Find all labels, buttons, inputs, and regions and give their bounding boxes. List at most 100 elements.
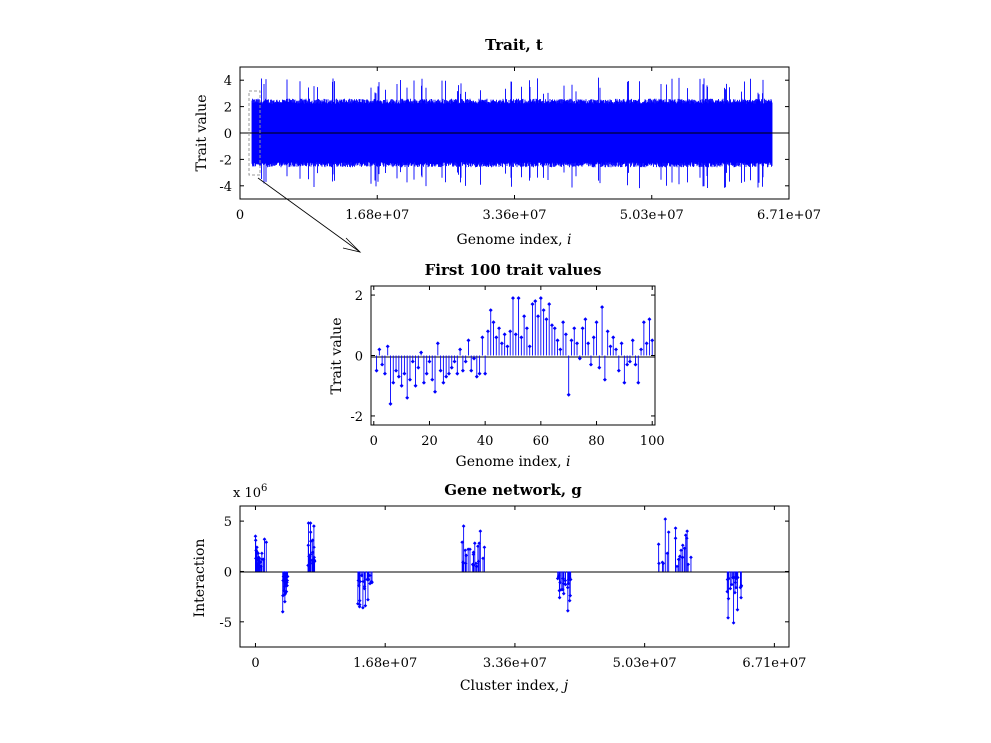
stem-marker [616, 368, 621, 373]
stem-marker [461, 524, 466, 528]
stem-marker [566, 608, 570, 613]
y-tick-label: -4 [219, 180, 232, 195]
stem-marker [264, 540, 269, 545]
stem-marker [566, 581, 571, 586]
stem-marker [583, 317, 588, 322]
stem-marker [308, 521, 313, 525]
stem-marker [572, 326, 577, 331]
stem-marker [557, 573, 561, 578]
stem-marker [661, 561, 666, 566]
first100-chart-xlabel-var: i [566, 454, 570, 470]
stem-marker [566, 392, 571, 397]
stem-marker [550, 323, 554, 328]
gene-network-exponent: x 106 [233, 483, 267, 501]
x-tick-label: 3.36e+07 [483, 656, 547, 671]
stem-marker [641, 320, 646, 325]
trait-chart-xlabel: Genome index, i [457, 232, 572, 248]
stem-marker [565, 585, 570, 590]
stem-marker [438, 368, 443, 373]
stem-marker [608, 344, 613, 349]
y-tick-label: 0 [355, 350, 363, 365]
stem-marker [280, 609, 285, 614]
stem-marker [541, 308, 546, 313]
stem-marker [536, 314, 541, 319]
stem-marker [408, 377, 412, 382]
stem-marker [726, 596, 731, 601]
stem-marker [586, 341, 591, 346]
y-tick-label: 4 [224, 74, 232, 89]
stem-marker [561, 320, 566, 325]
stem-marker [686, 562, 691, 567]
stem-marker [374, 368, 379, 373]
first100-chart-ylabel: Trait value [329, 318, 345, 395]
stem-marker [568, 593, 573, 598]
gene-network-chart-frame [239, 505, 790, 648]
stem-marker [591, 335, 596, 340]
stem-marker [739, 583, 744, 588]
stem-marker [497, 326, 502, 331]
first100-stems [374, 296, 655, 406]
stem-marker [402, 371, 407, 376]
stem-marker [600, 305, 605, 310]
stem-marker [527, 344, 532, 349]
gene-network-plot-area [240, 517, 789, 625]
stem-marker [253, 534, 258, 539]
gene-network-chart-title: Gene network, g [444, 481, 582, 499]
gene-network-chart-ticks: 0 1.68e+07 3.36e+07 5.03e+07 6.71e+07 -5 0 5 [219, 506, 806, 671]
x-tick-label: 5.03e+07 [613, 656, 677, 671]
stem-marker [433, 389, 438, 394]
stem-marker [284, 574, 289, 579]
stem-marker [260, 551, 264, 556]
stem-marker [466, 338, 471, 343]
stem-marker [469, 368, 474, 373]
stem-marker [675, 564, 679, 569]
gene-network-exponent-power: 6 [261, 483, 267, 494]
stem-marker [656, 542, 661, 547]
stem-marker [488, 308, 493, 313]
gene-network-chart-xlabel-text: Cluster index, [460, 678, 564, 694]
stem-marker [557, 595, 562, 600]
trait-chart-xlabel-var: i [567, 232, 571, 248]
stem-marker [602, 377, 607, 382]
gene-network-chart-xlabel: Cluster index, j [460, 678, 569, 694]
stem-marker [633, 362, 638, 367]
gene-network-chart-ylabel: Interaction [192, 539, 208, 618]
stem-marker [421, 380, 426, 385]
stem-marker [727, 576, 731, 581]
stem-marker [673, 526, 678, 530]
stem-marker [430, 377, 435, 382]
x-tick-label: 40 [477, 434, 494, 449]
stem-marker [627, 359, 632, 364]
stem-marker [689, 555, 693, 560]
first100-chart-xlabel: Genome index, i [456, 454, 571, 470]
x-tick-label: 1.68e+07 [353, 656, 417, 671]
stem-marker [684, 536, 689, 541]
x-tick-label: 3.36e+07 [482, 208, 546, 223]
gene-network-stems [253, 517, 744, 625]
stem-marker [647, 317, 652, 322]
stem-marker [385, 344, 390, 349]
trait-chart: Trait, t 0 1.68e+07 3.36e+07 5.03e+07 6.71e+… [194, 36, 821, 248]
gene-network-chart: Gene network, g x 106 0 1.68e+07 3.36e+07 5… [192, 481, 806, 694]
stem-marker [505, 344, 510, 349]
stem-marker [481, 556, 485, 561]
stem-marker [538, 296, 543, 301]
stem-marker [665, 551, 670, 556]
stem-marker [472, 356, 476, 361]
stem-marker [444, 374, 449, 379]
stem-marker [396, 374, 401, 379]
stem-marker [458, 347, 463, 352]
stem-marker [533, 299, 538, 304]
stem-marker [474, 374, 479, 379]
stem-marker [605, 329, 610, 334]
stem-marker [441, 380, 446, 385]
stem-marker [666, 530, 671, 535]
stem-marker [446, 371, 451, 376]
stem-marker [657, 561, 661, 566]
stem-marker [563, 332, 568, 337]
x-tick-label: 6.71e+07 [757, 208, 821, 223]
gene-network-exponent-base: x 10 [233, 486, 261, 501]
stem-marker [477, 371, 482, 376]
stem-marker [522, 314, 527, 319]
stem-marker [463, 359, 468, 364]
